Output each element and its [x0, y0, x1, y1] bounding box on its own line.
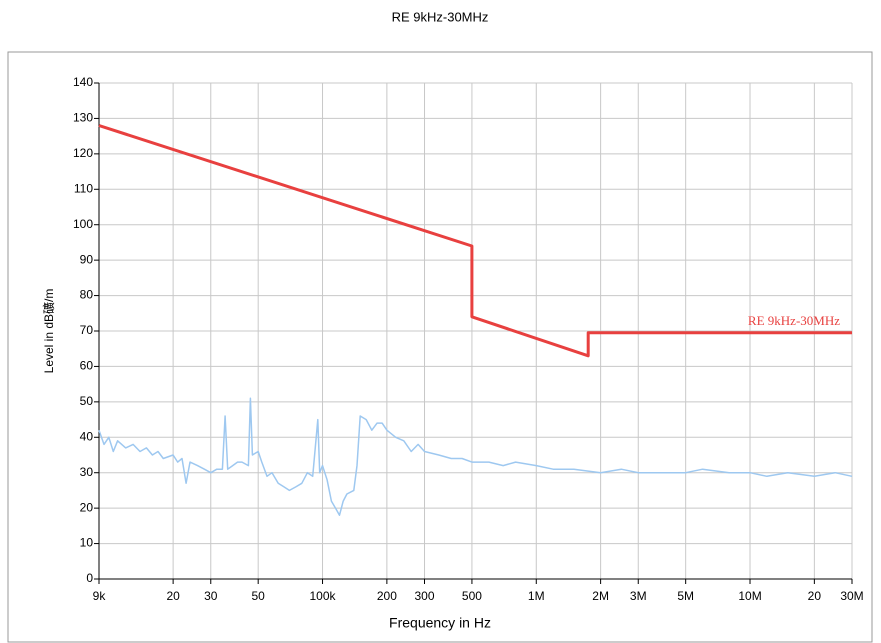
y-tick-label: 90 — [80, 252, 94, 266]
x-tick-label: 5M — [677, 589, 694, 603]
y-tick-label: 60 — [80, 359, 94, 373]
x-tick-label: 200 — [377, 589, 397, 603]
x-tick-label: 500 — [462, 589, 482, 603]
series-line — [98, 124, 852, 358]
y-tick-label: 120 — [73, 146, 93, 160]
x-tick-label: 3M — [630, 589, 647, 603]
y-tick-label: 80 — [80, 288, 94, 302]
x-tick-label: 20 — [166, 589, 180, 603]
y-tick-label: 50 — [80, 394, 94, 408]
y-tick-label: 110 — [74, 181, 93, 195]
y-axis-label: Level in dB礦/m — [41, 289, 56, 374]
frame — [7, 51, 873, 643]
chart-title: RE 9kHz-30MHz — [392, 9, 489, 24]
x-axis-label: Frequency in Hz — [389, 615, 491, 631]
x-tick-label: 10M — [738, 589, 761, 603]
y-tick-label: 100 — [73, 217, 93, 231]
x-tick-label: 30 — [204, 589, 218, 603]
x-tick-label: 9k — [93, 589, 107, 603]
series-line — [98, 397, 853, 516]
y-tick-label: 140 — [73, 75, 93, 89]
marks — [98, 124, 853, 516]
y-tick-label: 20 — [80, 500, 94, 514]
x-tick-label: 1M — [528, 589, 545, 603]
x-tick-label: 20 — [808, 589, 822, 603]
y-tick-label: 130 — [73, 111, 93, 125]
x-tick-label: 30M — [840, 589, 863, 603]
x-tick-label: 300 — [414, 589, 434, 603]
y-tick-label: 30 — [80, 465, 94, 479]
x-tick-label: 50 — [252, 589, 266, 603]
y-tick-label: 0 — [86, 571, 93, 585]
grid: 0 10 20 30 40 50 60 70 80 90 100 110 120 130 140 9k 20 30… — [73, 75, 864, 603]
annotation: RE 9kHz-30MHz — [748, 313, 840, 328]
x-tick-label: 100k — [310, 589, 337, 603]
y-tick-label: 40 — [80, 429, 94, 443]
y-tick-label: 10 — [80, 536, 94, 550]
x-tick-label: 2M — [592, 589, 609, 603]
y-tick-label: 70 — [80, 323, 94, 337]
